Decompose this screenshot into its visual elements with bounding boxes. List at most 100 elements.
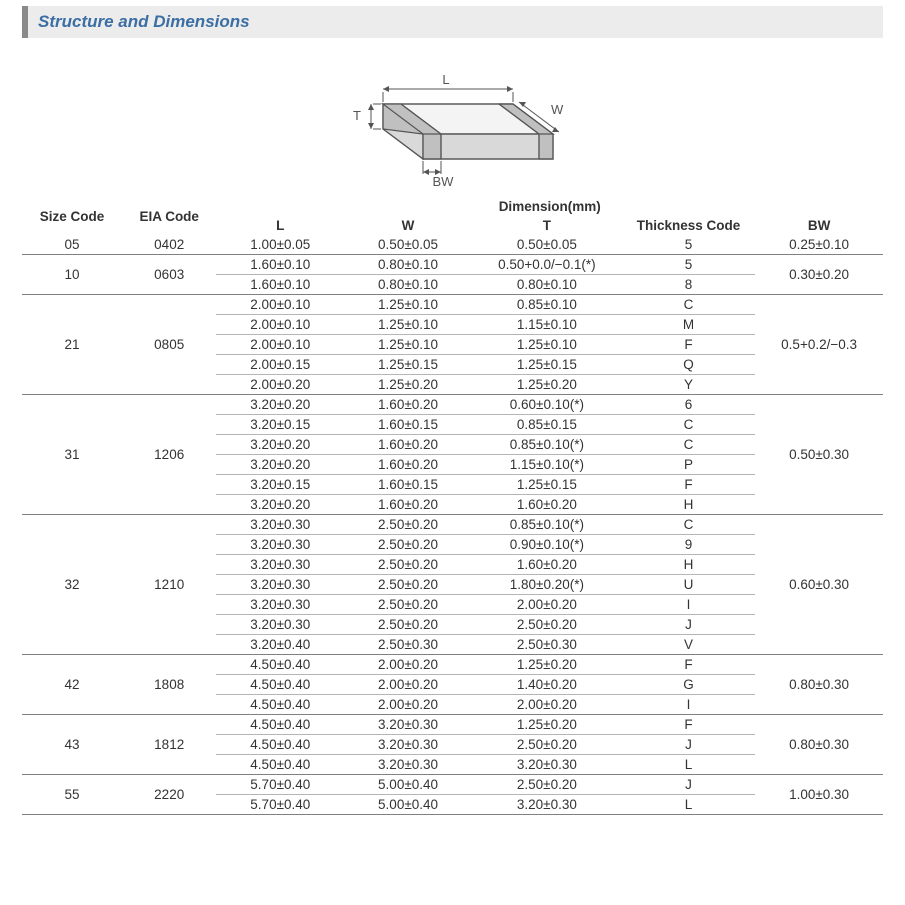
th-thickness: Thickness Code (622, 216, 755, 235)
cell-thickness-code: H (622, 555, 755, 575)
cell-eia-code: 1808 (122, 655, 216, 715)
cell-W: 2.50±0.20 (344, 575, 472, 595)
cell-T: 2.00±0.20 (472, 595, 622, 615)
cell-T: 1.25±0.10 (472, 335, 622, 355)
cell-eia-code: 2220 (122, 775, 216, 815)
cell-W: 5.00±0.40 (344, 775, 472, 795)
cell-L: 4.50±0.40 (216, 715, 344, 735)
section-title: Structure and Dimensions (38, 12, 250, 31)
cell-thickness-code: H (622, 495, 755, 515)
table-row: 4218084.50±0.402.00±0.201.25±0.20F0.80±0… (22, 655, 883, 675)
table-row: 3112063.20±0.201.60±0.200.60±0.10(*)60.5… (22, 395, 883, 415)
cell-L: 2.00±0.10 (216, 315, 344, 335)
cell-size-code: 43 (22, 715, 122, 775)
cell-L: 3.20±0.30 (216, 515, 344, 535)
th-L: L (216, 216, 344, 235)
cell-thickness-code: L (622, 795, 755, 815)
cell-L: 2.00±0.15 (216, 355, 344, 375)
cell-T: 3.20±0.30 (472, 755, 622, 775)
cell-thickness-code: F (622, 715, 755, 735)
cell-L: 4.50±0.40 (216, 695, 344, 715)
cell-L: 1.60±0.10 (216, 275, 344, 295)
cell-W: 2.50±0.30 (344, 635, 472, 655)
th-eia-code: EIA Code (122, 197, 216, 235)
cell-BW: 0.60±0.30 (755, 515, 883, 655)
cell-size-code: 42 (22, 655, 122, 715)
cell-W: 2.50±0.20 (344, 615, 472, 635)
cell-T: 0.85±0.10 (472, 295, 622, 315)
cell-thickness-code: Q (622, 355, 755, 375)
cell-eia-code: 1210 (122, 515, 216, 655)
cell-BW: 0.5+0.2/−0.3 (755, 295, 883, 395)
cell-W: 1.60±0.20 (344, 395, 472, 415)
cell-L: 4.50±0.40 (216, 655, 344, 675)
cell-W: 1.25±0.15 (344, 355, 472, 375)
cell-L: 3.20±0.30 (216, 575, 344, 595)
cell-thickness-code: C (622, 295, 755, 315)
table-body: 0504021.00±0.050.50±0.050.50±0.0550.25±0… (22, 235, 883, 815)
cell-W: 2.50±0.20 (344, 535, 472, 555)
cell-W: 0.80±0.10 (344, 275, 472, 295)
cell-L: 5.70±0.40 (216, 795, 344, 815)
cell-W: 1.60±0.15 (344, 415, 472, 435)
cell-thickness-code: 9 (622, 535, 755, 555)
table-head-row-1: Size Code EIA Code Dimension(mm) (22, 197, 883, 216)
cell-L: 3.20±0.20 (216, 455, 344, 475)
cell-L: 3.20±0.20 (216, 435, 344, 455)
cell-size-code: 05 (22, 235, 122, 255)
cell-eia-code: 1812 (122, 715, 216, 775)
cell-L: 1.60±0.10 (216, 255, 344, 275)
cell-T: 1.25±0.15 (472, 475, 622, 495)
cell-W: 2.50±0.20 (344, 555, 472, 575)
th-size-code: Size Code (22, 197, 122, 235)
cell-thickness-code: U (622, 575, 755, 595)
cell-T: 1.40±0.20 (472, 675, 622, 695)
cell-L: 3.20±0.40 (216, 635, 344, 655)
table-row: 4318124.50±0.403.20±0.301.25±0.20F0.80±0… (22, 715, 883, 735)
cell-eia-code: 0603 (122, 255, 216, 295)
cell-thickness-code: F (622, 655, 755, 675)
cell-T: 0.85±0.10(*) (472, 515, 622, 535)
cell-W: 0.50±0.05 (344, 235, 472, 255)
cell-BW: 0.80±0.30 (755, 655, 883, 715)
cell-size-code: 31 (22, 395, 122, 515)
cell-T: 3.20±0.30 (472, 795, 622, 815)
cell-thickness-code: M (622, 315, 755, 335)
cell-L: 4.50±0.40 (216, 735, 344, 755)
cell-L: 3.20±0.30 (216, 615, 344, 635)
cell-L: 4.50±0.40 (216, 675, 344, 695)
cell-thickness-code: C (622, 415, 755, 435)
cell-L: 3.20±0.30 (216, 535, 344, 555)
cell-BW: 0.50±0.30 (755, 395, 883, 515)
cell-W: 1.60±0.15 (344, 475, 472, 495)
cell-W: 1.25±0.10 (344, 335, 472, 355)
cell-T: 0.85±0.15 (472, 415, 622, 435)
cell-thickness-code: G (622, 675, 755, 695)
cell-T: 1.15±0.10(*) (472, 455, 622, 475)
cell-thickness-code: F (622, 475, 755, 495)
cell-T: 1.25±0.20 (472, 375, 622, 395)
cell-W: 2.00±0.20 (344, 695, 472, 715)
cell-W: 1.60±0.20 (344, 435, 472, 455)
cell-L: 2.00±0.10 (216, 335, 344, 355)
cell-thickness-code: 5 (622, 255, 755, 275)
cell-thickness-code: C (622, 435, 755, 455)
cell-L: 3.20±0.15 (216, 475, 344, 495)
th-W: W (344, 216, 472, 235)
cell-L: 2.00±0.10 (216, 295, 344, 315)
cell-thickness-code: Y (622, 375, 755, 395)
cell-W: 2.50±0.20 (344, 595, 472, 615)
cell-T: 0.50+0.0/−0.1(*) (472, 255, 622, 275)
cell-W: 3.20±0.30 (344, 735, 472, 755)
cell-thickness-code: L (622, 755, 755, 775)
chip-diagram-wrap: L W T BW (22, 38, 883, 197)
cell-T: 1.15±0.10 (472, 315, 622, 335)
cell-T: 2.50±0.20 (472, 735, 622, 755)
cell-thickness-code: I (622, 595, 755, 615)
cell-L: 4.50±0.40 (216, 755, 344, 775)
cell-W: 3.20±0.30 (344, 715, 472, 735)
cell-W: 1.25±0.20 (344, 375, 472, 395)
cell-eia-code: 0402 (122, 235, 216, 255)
table-head: Size Code EIA Code Dimension(mm) L W T T… (22, 197, 883, 235)
cell-T: 2.50±0.20 (472, 615, 622, 635)
